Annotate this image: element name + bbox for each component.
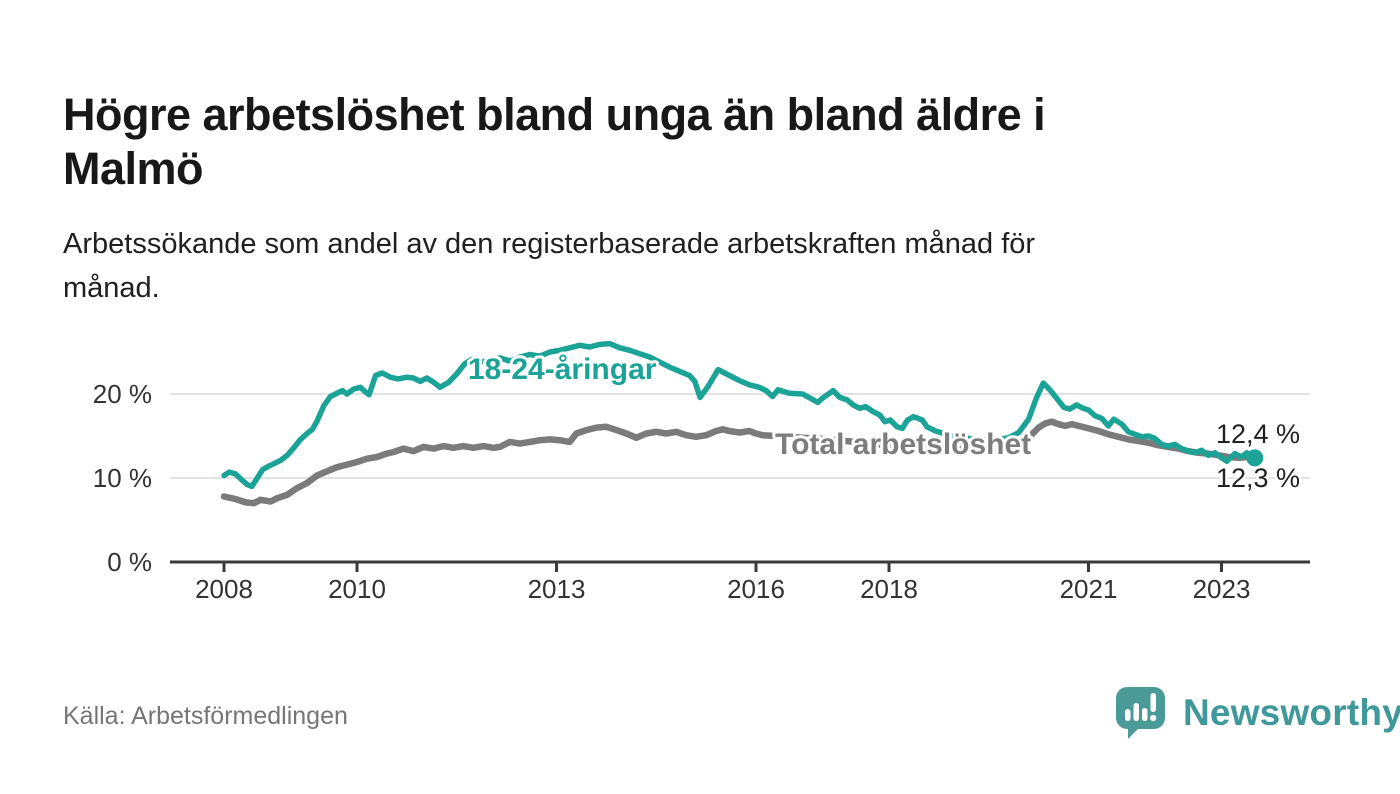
series-label-total: Total arbetslöshet — [775, 428, 1031, 461]
x-tick-label: 2023 — [1193, 574, 1251, 604]
series-line-total — [220, 418, 1259, 507]
x-tick-label: 2016 — [727, 574, 785, 604]
chart-subtitle-line2: månad. — [63, 271, 160, 304]
series-line-youth — [221, 340, 1258, 490]
x-tick-label: 2013 — [528, 574, 586, 604]
x-tick-label: 2010 — [328, 574, 386, 604]
logo-wordmark: Newsworthy — [1183, 692, 1400, 733]
y-tick-label: 20 % — [93, 379, 152, 409]
page-title: Högre arbetslöshet bland unga än bland ä… — [63, 88, 1313, 196]
source-note: Källa: Arbetsförmedlingen — [63, 702, 348, 730]
chart-subtitle: Arbetssökande som andel av den registerb… — [63, 223, 1283, 310]
y-tick-label: 10 % — [93, 463, 152, 493]
series-end-dot — [1246, 449, 1264, 467]
series-label-youth: 18-24-åringar — [468, 353, 657, 386]
page-title-line1: Högre arbetslöshet bland unga än bland ä… — [63, 89, 1046, 141]
x-tick-label: 2008 — [195, 574, 253, 604]
y-tick-label: 0 % — [107, 547, 152, 577]
page-title-line2: Malmö — [63, 143, 204, 195]
x-tick-label: 2021 — [1060, 574, 1118, 604]
x-tick-label: 2018 — [860, 574, 918, 604]
chart-subtitle-line1: Arbetssökande som andel av den registerb… — [63, 228, 1036, 260]
newsworthy-logo: Newsworthy — [1112, 684, 1400, 742]
end-value-label-total: 12,3 % — [1216, 463, 1300, 493]
bar-chart-bubble-icon — [1116, 687, 1165, 739]
end-value-label-youth: 12,4 % — [1216, 419, 1300, 449]
